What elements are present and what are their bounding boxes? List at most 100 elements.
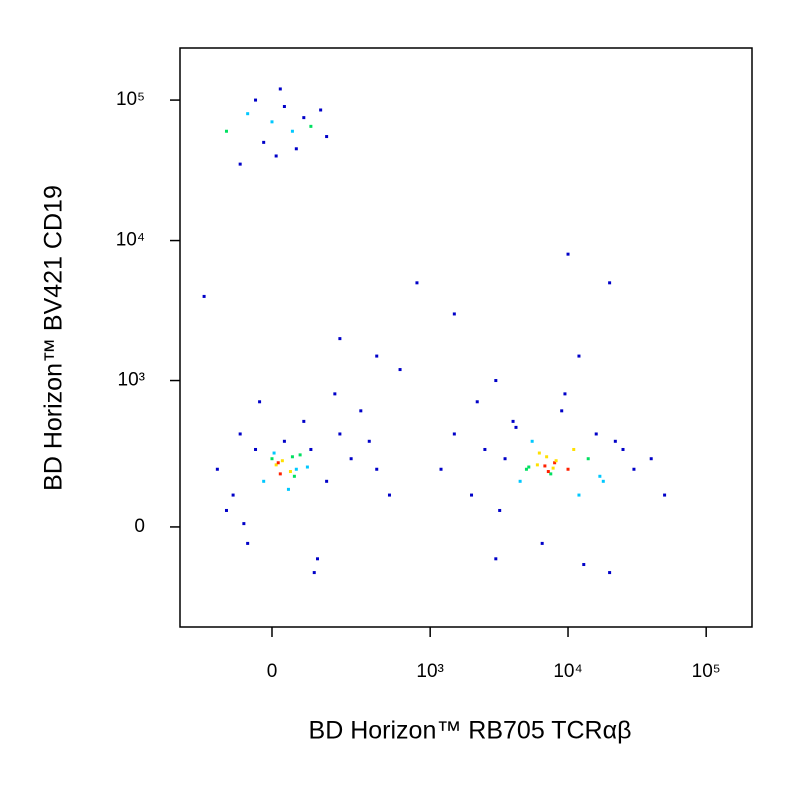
point: [333, 392, 337, 396]
point: [359, 409, 363, 413]
point: [530, 439, 534, 443]
point: [545, 455, 549, 459]
x-axis-label: BD Horizon™ RB705 TCRαβ: [309, 717, 632, 745]
point: [470, 493, 474, 497]
point: [224, 508, 228, 512]
point: [598, 474, 602, 478]
point: [537, 451, 541, 455]
point: [439, 467, 443, 471]
point: [238, 432, 242, 436]
point: [294, 147, 298, 151]
point: [498, 508, 502, 512]
point: [494, 557, 498, 561]
y-tick-label: 10³: [118, 370, 145, 391]
point: [292, 474, 296, 478]
point: [572, 447, 576, 451]
point: [551, 466, 555, 470]
point: [452, 432, 456, 436]
point: [621, 447, 625, 451]
point: [309, 124, 313, 128]
point: [475, 400, 479, 404]
point: [349, 457, 353, 461]
y-tick-label: 10⁵: [116, 89, 145, 110]
point: [309, 447, 313, 451]
point: [288, 470, 292, 474]
point: [294, 467, 298, 471]
point: [594, 432, 598, 436]
point: [325, 135, 329, 139]
point: [663, 493, 667, 497]
point: [302, 419, 306, 423]
point: [270, 120, 274, 124]
point: [286, 487, 290, 491]
point: [514, 425, 518, 429]
point: [535, 463, 539, 467]
point: [524, 467, 528, 471]
point: [290, 455, 294, 459]
point: [231, 493, 235, 497]
point: [246, 541, 250, 545]
point: [367, 439, 371, 443]
point: [302, 116, 306, 120]
point: [254, 447, 258, 451]
x-tick-label: 10³: [416, 661, 443, 682]
point: [608, 281, 612, 285]
x-tick-label: 0: [267, 661, 278, 682]
point: [586, 457, 590, 461]
point: [518, 479, 522, 483]
point: [494, 379, 498, 383]
point: [577, 493, 581, 497]
point: [242, 522, 246, 526]
point: [280, 459, 284, 463]
point: [338, 432, 342, 436]
point: [540, 541, 544, 545]
point: [560, 409, 564, 413]
point: [215, 467, 219, 471]
point: [278, 472, 282, 476]
y-axis-label: BD Horizon™ BV421 CD19: [40, 185, 68, 491]
point: [312, 571, 316, 575]
point: [316, 557, 320, 561]
point: [258, 400, 262, 404]
point: [527, 465, 531, 469]
point: [278, 87, 282, 91]
point: [298, 453, 302, 457]
point: [282, 105, 286, 109]
point: [566, 467, 570, 471]
point: [262, 479, 266, 483]
point: [290, 129, 294, 133]
point: [452, 312, 456, 316]
point: [274, 154, 278, 158]
point: [282, 439, 286, 443]
point: [238, 162, 242, 166]
x-tick-label: 10⁵: [692, 661, 721, 682]
point: [325, 479, 329, 483]
point: [613, 439, 617, 443]
point: [608, 571, 612, 575]
point: [511, 419, 515, 423]
y-tick-label: 10⁴: [116, 230, 145, 251]
point: [563, 392, 567, 396]
point: [577, 354, 581, 358]
point: [202, 294, 206, 298]
point: [270, 457, 274, 461]
point: [276, 461, 280, 465]
point: [632, 467, 636, 471]
point: [224, 129, 228, 133]
plot-frame: [179, 47, 753, 628]
point: [483, 447, 487, 451]
point: [415, 281, 419, 285]
point: [262, 140, 266, 144]
point: [375, 354, 379, 358]
point: [387, 493, 391, 497]
point: [601, 479, 605, 483]
point: [274, 463, 278, 467]
point: [546, 470, 550, 474]
point: [319, 108, 323, 112]
point: [566, 252, 570, 256]
point: [543, 464, 547, 468]
point: [553, 461, 557, 465]
point: [503, 457, 507, 461]
point: [254, 98, 258, 102]
